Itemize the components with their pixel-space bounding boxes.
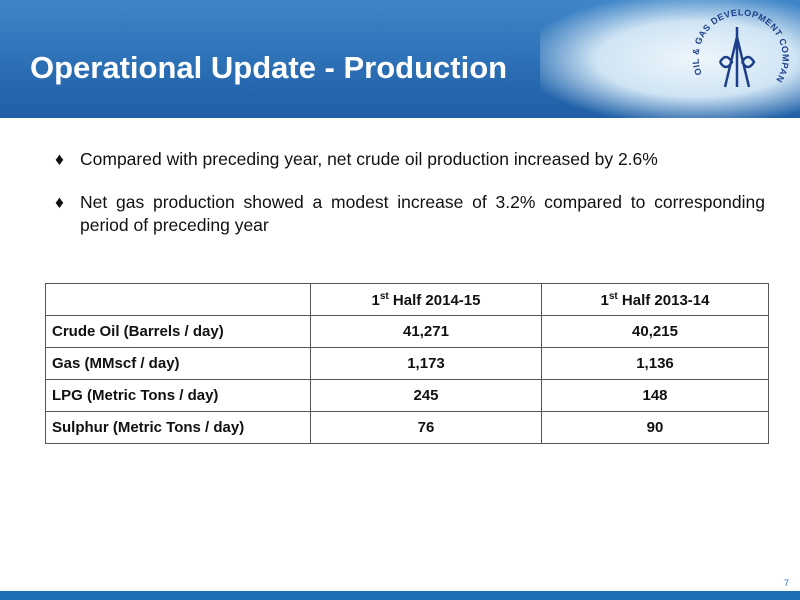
table-cell: 245 [310,379,542,412]
row-label: Crude Oil (Barrels / day) [45,315,311,348]
bullet: Net gas production showed a modest incre… [55,191,765,237]
header-text: Half 2014-15 [392,291,481,309]
table-cell: 41,271 [310,315,542,348]
slide-title: Operational Update - Production [30,50,508,85]
row-label: Sulphur (Metric Tons / day) [45,411,311,444]
table-cell: 1,173 [310,347,542,380]
bullet: Compared with preceding year, net crude … [55,148,765,171]
table-row: Sulphur (Metric Tons / day) 76 90 [45,411,769,444]
header-text: 1 [600,291,609,309]
table-row: Crude Oil (Barrels / day) 41,271 40,215 [45,315,769,348]
logo: OIL & GAS DEVELOPMENT COMPANY LIMITED [680,2,790,88]
table-row: Gas (MMscf / day) 1,173 1,136 [45,347,769,380]
table-cell: 90 [541,411,769,444]
header-band [0,0,800,118]
table-cell: 1,136 [541,347,769,380]
footer-band [0,591,800,600]
header-text: Half 2013-14 [621,291,710,309]
header-cell [45,283,311,316]
header-cell: 1st Half 2014-15 [310,283,542,316]
table-cell: 148 [541,379,769,412]
header-glow [540,0,800,118]
header-row: 1st Half 2014-15 1st Half 2013-14 [45,283,769,316]
header-text: 1 [371,291,380,309]
row-label: Gas (MMscf / day) [45,347,311,380]
table-cell: 40,215 [541,315,769,348]
production-table: 1st Half 2014-15 1st Half 2013-14 Crude … [45,283,769,444]
table-cell: 76 [310,411,542,444]
table-row: LPG (Metric Tons / day) 245 148 [45,379,769,412]
header-sup: st [379,290,389,302]
logo-emblem [718,27,756,88]
header-cell: 1st Half 2013-14 [541,283,769,316]
page-number: 7 [784,578,790,588]
header-sup: st [608,290,618,302]
row-label: LPG (Metric Tons / day) [45,379,311,412]
